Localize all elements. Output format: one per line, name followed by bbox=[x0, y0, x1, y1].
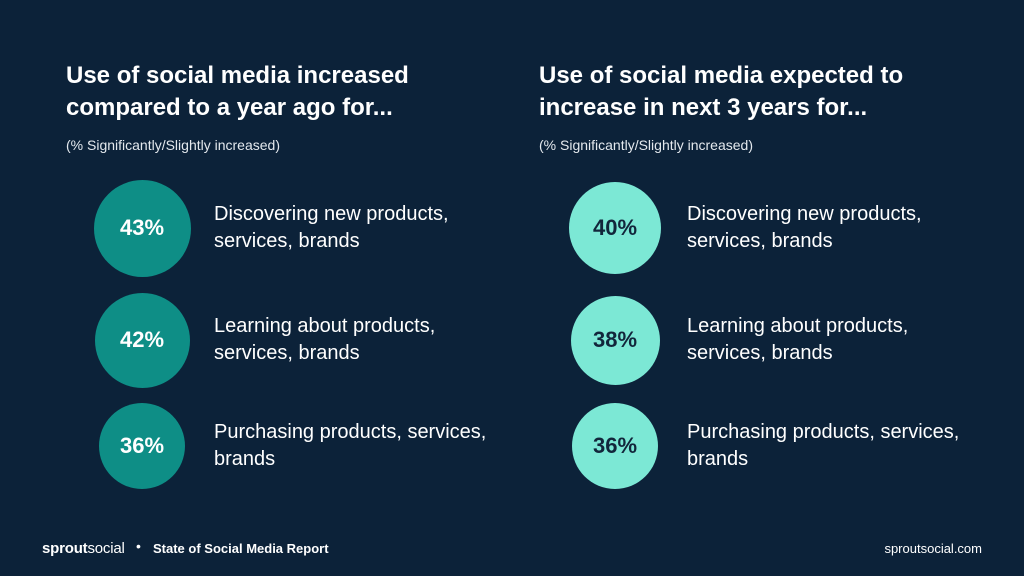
stat-row: 43% Discovering new products, services, b… bbox=[66, 176, 506, 286]
panel-subtitle: (% Significantly/Slightly increased) bbox=[66, 137, 280, 153]
site-url: sproutsocial.com bbox=[884, 541, 982, 556]
stat-row: 42% Learning about products, services, br… bbox=[66, 288, 506, 398]
stat-label: Learning about products, services, brand… bbox=[687, 315, 909, 364]
value-bubble: 36% bbox=[99, 403, 185, 489]
value-bubble: 43% bbox=[93, 179, 191, 277]
value-bubble: 38% bbox=[570, 295, 660, 385]
panel-title: Use of social media expected to increase… bbox=[539, 62, 904, 121]
logo-bold-text: sprout bbox=[42, 540, 88, 557]
value-bubble: 42% bbox=[94, 292, 190, 388]
panel-subtitle: (% Significantly/Slightly increased) bbox=[539, 137, 753, 153]
value-bubble: 36% bbox=[572, 403, 658, 489]
stat-label: Discovering new products, services, bran… bbox=[214, 203, 449, 252]
stat-row: 36% Purchasing products, services, brands bbox=[539, 394, 979, 504]
stat-row: 40% Discovering new products, services, b… bbox=[539, 176, 979, 286]
stat-label: Discovering new products, services, bran… bbox=[687, 203, 922, 252]
footer-separator: • bbox=[136, 538, 141, 554]
logo-light-text: social bbox=[87, 540, 125, 557]
stat-row: 36% Purchasing products, services, brands bbox=[66, 394, 506, 504]
stat-label: Purchasing products, services, brands bbox=[214, 421, 487, 470]
sproutsocial-logo: sproutsocial bbox=[42, 540, 125, 557]
stat-label: Learning about products, services, brand… bbox=[214, 315, 436, 364]
value-bubble: 40% bbox=[569, 182, 661, 274]
report-name: State of Social Media Report bbox=[153, 541, 329, 556]
panel-title: Use of social media increased compared t… bbox=[66, 62, 409, 121]
stat-label: Purchasing products, services, brands bbox=[687, 421, 960, 470]
stat-row: 38% Learning about products, services, br… bbox=[539, 288, 979, 398]
footer: sproutsocial • State of Social Media Rep… bbox=[0, 536, 1024, 564]
right-panel: Use of social media expected to increase… bbox=[539, 0, 979, 520]
left-panel: Use of social media increased compared t… bbox=[66, 0, 506, 520]
